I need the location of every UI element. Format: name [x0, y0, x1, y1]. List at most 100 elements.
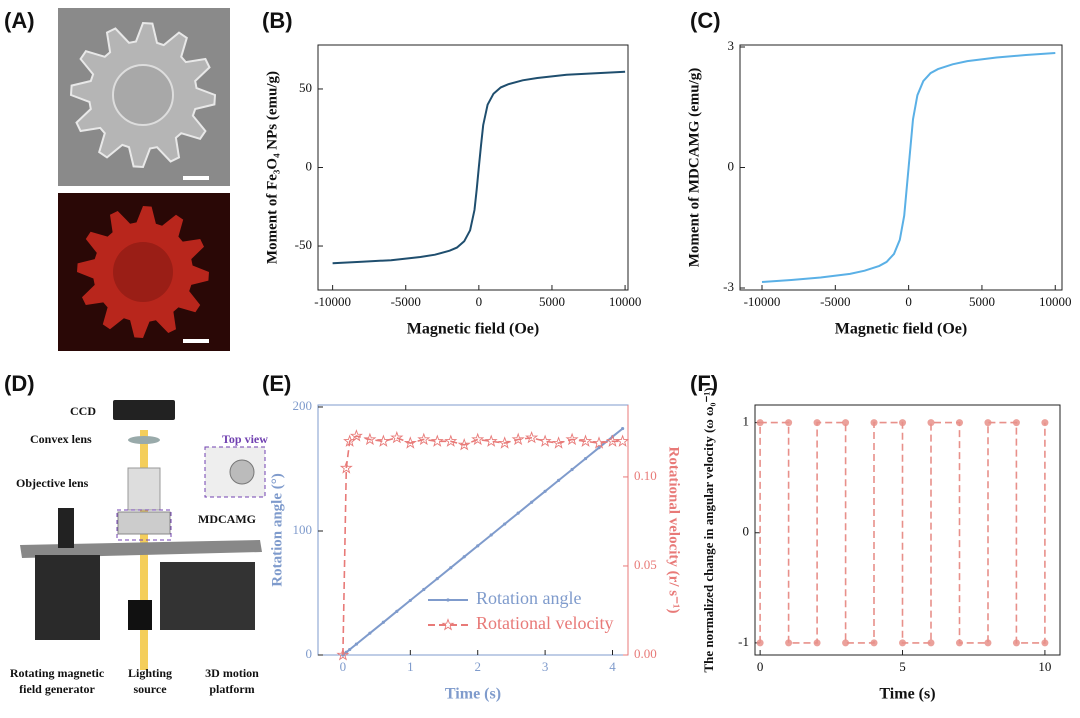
point	[354, 642, 359, 646]
x-axis-label: Time (s)	[879, 686, 935, 703]
point	[927, 639, 935, 647]
point	[556, 478, 561, 482]
point	[381, 620, 385, 624]
point	[498, 436, 512, 449]
point	[444, 434, 458, 447]
point	[390, 430, 404, 444]
x-tick-label: 0	[340, 659, 347, 674]
y-tick-label: 0	[743, 524, 750, 539]
x-tick-label: 0	[757, 659, 764, 674]
point	[570, 467, 574, 472]
point	[984, 419, 992, 427]
point	[538, 434, 552, 447]
x-tick-label: 10	[1038, 659, 1051, 674]
point	[756, 419, 764, 427]
point	[376, 434, 390, 447]
point	[339, 461, 353, 474]
x-tick-label: -5000	[820, 294, 850, 309]
y2-axis-label: Rotational velocity (r/ s⁻¹)	[666, 447, 682, 614]
scale-bar	[183, 339, 209, 343]
point	[785, 639, 793, 647]
point	[511, 432, 525, 446]
y-tick-label: -3	[723, 279, 734, 294]
diagram-label: Lighting	[128, 666, 172, 680]
gear-hub	[112, 64, 174, 126]
point	[552, 436, 566, 449]
diagram-label: source	[133, 682, 167, 696]
x-tick-label: 0	[476, 294, 483, 309]
point	[457, 438, 471, 451]
point	[530, 500, 534, 504]
x-tick-label: -10000	[744, 294, 781, 309]
panel-label: (E)	[262, 371, 291, 396]
point	[583, 456, 588, 461]
point	[525, 430, 539, 444]
point	[621, 426, 625, 431]
y-tick-label: -50	[295, 237, 312, 252]
point	[349, 429, 363, 442]
point	[503, 522, 507, 526]
point	[606, 434, 619, 447]
point	[1012, 639, 1020, 647]
series-line	[759, 421, 1046, 644]
point	[955, 639, 963, 647]
legend-label: Rotation angle	[476, 588, 581, 608]
x-tick-label: -10000	[314, 294, 351, 309]
point	[430, 434, 444, 447]
point	[756, 639, 764, 647]
point	[984, 639, 992, 647]
y2-tick-label: 0.10	[634, 468, 657, 483]
diagram-label: 3D motion	[205, 666, 259, 680]
x-axis-label: Magnetic field (Oe)	[407, 321, 539, 338]
motion-platform	[160, 562, 255, 630]
x-tick-label: 2	[474, 659, 481, 674]
point	[1041, 639, 1049, 647]
x-axis-label: Magnetic field (Oe)	[835, 321, 967, 338]
scale-bar	[183, 176, 209, 180]
point	[785, 419, 793, 427]
y-axis-label: The normalized change in angular velocit…	[701, 387, 716, 672]
point	[516, 511, 520, 515]
point	[543, 489, 547, 493]
point	[476, 544, 480, 548]
diagram-label: CCD	[70, 404, 96, 418]
point	[813, 639, 821, 647]
x-tick-label: 4	[609, 659, 616, 674]
y-tick-label: 3	[728, 38, 735, 53]
legend-label: Rotational velocity	[476, 613, 613, 633]
point	[899, 419, 907, 427]
point	[484, 434, 498, 447]
y-tick-label: 1	[743, 414, 750, 429]
point	[578, 434, 593, 447]
point	[870, 639, 878, 647]
point	[336, 648, 350, 661]
y2-tick-label: 0.05	[634, 557, 657, 572]
ccd	[113, 400, 175, 420]
point	[616, 434, 630, 447]
point	[422, 587, 426, 592]
panel-label: (A)	[4, 8, 35, 33]
stage-plate	[20, 540, 262, 558]
x-axis-label: Time (s)	[445, 686, 501, 703]
x-tick-label: -5000	[391, 294, 421, 309]
point	[435, 577, 439, 581]
sample-holder	[117, 511, 171, 535]
diagram-label: MDCAMG	[198, 512, 256, 526]
y-axis-label: Moment of Fe₃O₄ NPs (emu/g)	[264, 71, 280, 264]
point	[395, 609, 399, 613]
objective	[127, 467, 161, 511]
point	[565, 432, 579, 446]
y-tick-label: -1	[738, 634, 749, 649]
y-tick-label: 200	[293, 398, 313, 413]
y-tick-label: 50	[299, 80, 312, 95]
series-line	[332, 70, 626, 265]
panel-label: (F)	[690, 371, 718, 396]
gears	[69, 21, 217, 338]
y-tick-label: 0	[306, 158, 313, 173]
setup-diagram: CCD Convex lens Objective lens Top view …	[10, 400, 268, 696]
motor-shaft	[58, 508, 74, 548]
diagram-label: platform	[209, 682, 254, 696]
panel-label: (D)	[4, 371, 35, 396]
